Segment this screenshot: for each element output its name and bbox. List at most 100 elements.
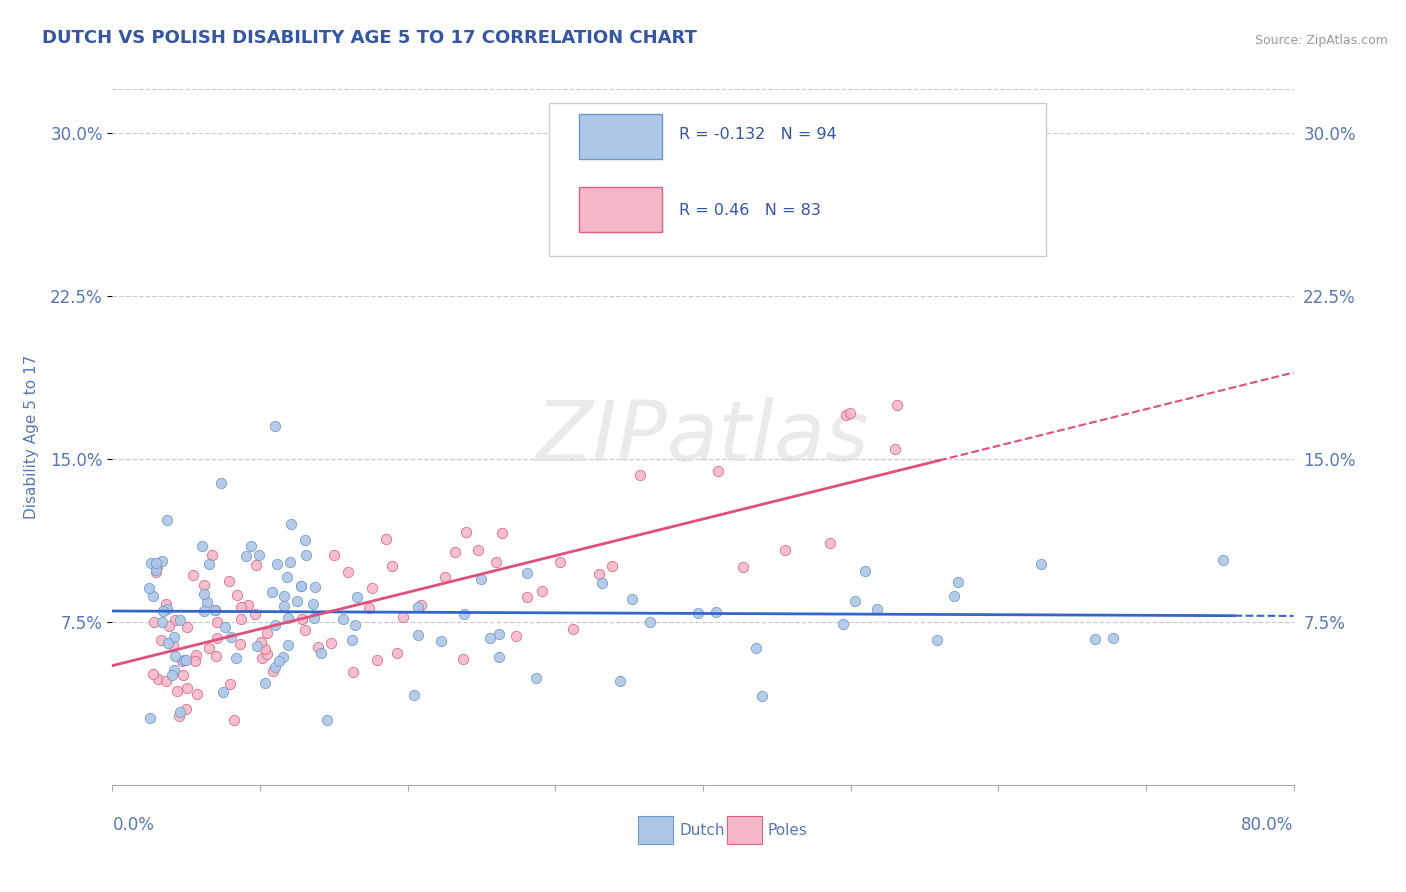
Point: [485, 555, 508, 569]
Point: [818, 535, 841, 549]
Point: [155, 597, 177, 611]
Point: [731, 560, 754, 574]
Point: [302, 610, 325, 624]
Point: [290, 579, 312, 593]
Point: [302, 598, 325, 612]
Point: [200, 548, 222, 562]
Point: [280, 555, 302, 569]
Point: [183, 654, 205, 668]
Point: [250, 651, 273, 665]
Point: [467, 543, 489, 558]
Text: Poles: Poles: [768, 822, 808, 838]
Point: [212, 684, 235, 698]
Point: [181, 567, 204, 582]
Point: [443, 545, 465, 559]
Point: [280, 516, 302, 531]
Point: [831, 617, 853, 632]
Point: [231, 612, 253, 626]
Point: [1083, 632, 1105, 646]
Point: [245, 558, 267, 572]
Point: [276, 570, 298, 584]
Point: [409, 598, 432, 612]
Point: [163, 613, 186, 627]
Point: [169, 613, 191, 627]
Point: [628, 467, 651, 482]
Point: [173, 652, 195, 666]
Point: [139, 711, 162, 725]
Point: [453, 607, 475, 621]
Point: [387, 646, 409, 660]
Point: [235, 549, 257, 564]
Point: [516, 590, 538, 604]
Text: Source: ZipAtlas.com: Source: ZipAtlas.com: [1256, 35, 1388, 47]
Point: [166, 683, 188, 698]
Point: [190, 539, 212, 553]
Point: [433, 570, 456, 584]
Point: [530, 584, 553, 599]
Point: [277, 611, 299, 625]
Point: [304, 580, 326, 594]
Point: [688, 606, 710, 620]
Point: [307, 640, 329, 654]
Point: [866, 602, 889, 616]
Point: [264, 419, 287, 434]
Text: 0.0%: 0.0%: [112, 816, 155, 834]
Point: [198, 640, 221, 655]
Point: [169, 705, 191, 719]
Point: [1102, 631, 1125, 645]
Point: [429, 634, 451, 648]
Point: [277, 638, 299, 652]
Point: [550, 555, 572, 569]
Point: [167, 708, 190, 723]
Point: [152, 604, 174, 618]
Point: [218, 677, 240, 691]
Point: [138, 581, 160, 595]
Point: [366, 652, 388, 666]
Point: [253, 641, 276, 656]
FancyBboxPatch shape: [550, 103, 1046, 256]
Point: [751, 690, 773, 704]
Point: [291, 612, 314, 626]
Point: [156, 636, 179, 650]
Text: R = -0.132   N = 94: R = -0.132 N = 94: [679, 127, 837, 142]
Point: [451, 652, 474, 666]
Point: [145, 556, 167, 570]
Point: [322, 549, 344, 563]
Point: [263, 617, 285, 632]
Point: [290, 579, 312, 593]
Point: [162, 630, 184, 644]
Point: [884, 442, 907, 456]
Point: [316, 713, 339, 727]
Point: [505, 629, 527, 643]
Point: [273, 589, 295, 603]
Point: [174, 702, 197, 716]
Point: [236, 599, 259, 613]
Bar: [727, 816, 762, 844]
Point: [609, 674, 631, 689]
Point: [174, 652, 197, 666]
Point: [170, 654, 193, 668]
Point: [264, 660, 287, 674]
Point: [243, 607, 266, 622]
Point: [600, 558, 623, 573]
Point: [886, 398, 908, 412]
Point: [209, 475, 232, 490]
Point: [250, 635, 273, 649]
Point: [176, 620, 198, 634]
Text: Dutch: Dutch: [679, 822, 725, 838]
Point: [193, 578, 215, 592]
Point: [392, 610, 415, 624]
Text: R = 0.46   N = 83: R = 0.46 N = 83: [679, 203, 821, 219]
Point: [256, 647, 278, 661]
Y-axis label: Disability Age 5 to 17: Disability Age 5 to 17: [24, 355, 39, 519]
Point: [225, 650, 247, 665]
Point: [562, 623, 585, 637]
Point: [375, 532, 398, 546]
Point: [408, 627, 430, 641]
Point: [745, 640, 768, 655]
Point: [266, 557, 288, 571]
Point: [142, 615, 165, 629]
Point: [402, 689, 425, 703]
Point: [285, 594, 308, 608]
Point: [591, 576, 613, 591]
